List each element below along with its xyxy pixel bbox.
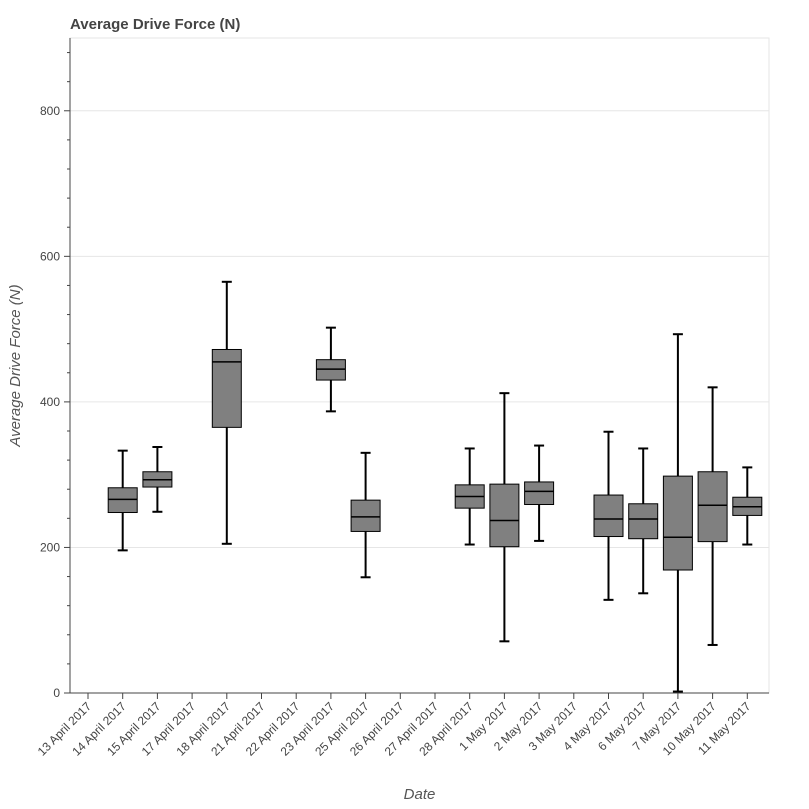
x-axis-title: Date: [404, 786, 436, 803]
chart-title: Average Drive Force (N): [70, 16, 240, 33]
iqr-box: [697, 471, 728, 543]
y-tick-label-200: 200: [40, 540, 60, 554]
box-14-april-2017: [107, 449, 138, 552]
grid: [69, 37, 770, 694]
plot-frame: [69, 37, 770, 694]
y-tick-label-400: 400: [40, 395, 60, 409]
box-1-may-2017: [489, 392, 520, 643]
iqr-box: [350, 499, 381, 532]
y-axis-title: Average Drive Force (N): [7, 284, 24, 447]
box-28-april-2017: [454, 447, 485, 546]
y-tick-label-600: 600: [40, 249, 60, 263]
iqr-box: [628, 503, 659, 540]
iqr-box: [662, 475, 693, 571]
box-11-may-2017: [732, 466, 763, 546]
box-2-may-2017: [524, 444, 555, 542]
y-tick-label-0: 0: [53, 686, 60, 700]
box-4-may-2017: [593, 430, 624, 601]
y-tick-label-800: 800: [40, 104, 60, 118]
box-23-april-2017: [315, 326, 346, 413]
box-25-april-2017: [350, 451, 381, 579]
iqr-box: [593, 494, 624, 538]
box-10-may-2017: [697, 386, 728, 646]
iqr-box: [524, 481, 555, 506]
iqr-box: [489, 483, 520, 548]
box-6-may-2017: [628, 447, 659, 595]
y-axis-ticks: 0 200 400 600 800: [40, 52, 70, 700]
box-15-april-2017: [142, 446, 173, 513]
boxes: [107, 280, 763, 693]
box-18-april-2017: [211, 280, 242, 545]
box-7-may-2017: [662, 333, 693, 693]
